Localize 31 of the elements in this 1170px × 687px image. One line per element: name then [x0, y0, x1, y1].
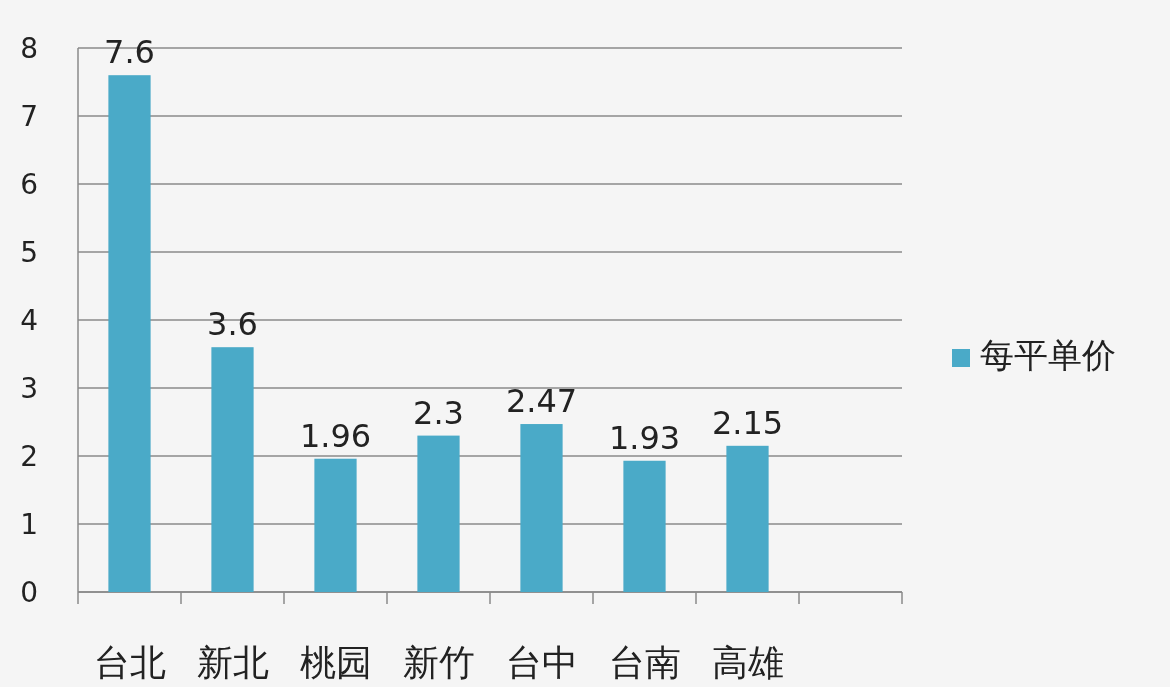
y-tick-label: 3 — [20, 372, 38, 405]
y-tick-label: 2 — [20, 440, 38, 473]
legend-label: 每平单价 — [980, 335, 1116, 375]
x-tick-label: 桃园 — [299, 642, 372, 683]
bar — [211, 347, 254, 592]
data-label: 1.96 — [299, 416, 372, 455]
bar — [314, 458, 357, 592]
y-tick-label: 0 — [20, 576, 38, 609]
data-label: 1.93 — [608, 418, 681, 457]
x-tick-label: 高雄 — [711, 642, 784, 683]
y-tick-label: 4 — [20, 304, 38, 337]
y-tick-label: 5 — [20, 236, 38, 269]
bar — [623, 460, 666, 592]
bar — [417, 435, 460, 592]
x-tick-label: 台南 — [608, 642, 681, 683]
data-label: 3.6 — [207, 305, 258, 344]
y-tick-label: 7 — [20, 100, 38, 133]
data-label: 7.6 — [104, 33, 155, 72]
y-tick-label: 6 — [20, 168, 38, 201]
data-label: 2.15 — [711, 403, 784, 442]
data-label: 2.47 — [505, 382, 578, 421]
bar — [726, 445, 769, 592]
bar — [520, 424, 563, 592]
y-tick-label: 1 — [20, 508, 38, 541]
x-tick-label: 台北 — [93, 642, 166, 683]
x-tick-label: 台中 — [505, 642, 578, 683]
y-tick-label: 8 — [20, 32, 38, 65]
x-tick-label: 新竹 — [402, 642, 475, 683]
data-label: 2.3 — [413, 393, 464, 432]
x-tick-label: 新北 — [196, 642, 269, 683]
bar — [108, 75, 151, 592]
